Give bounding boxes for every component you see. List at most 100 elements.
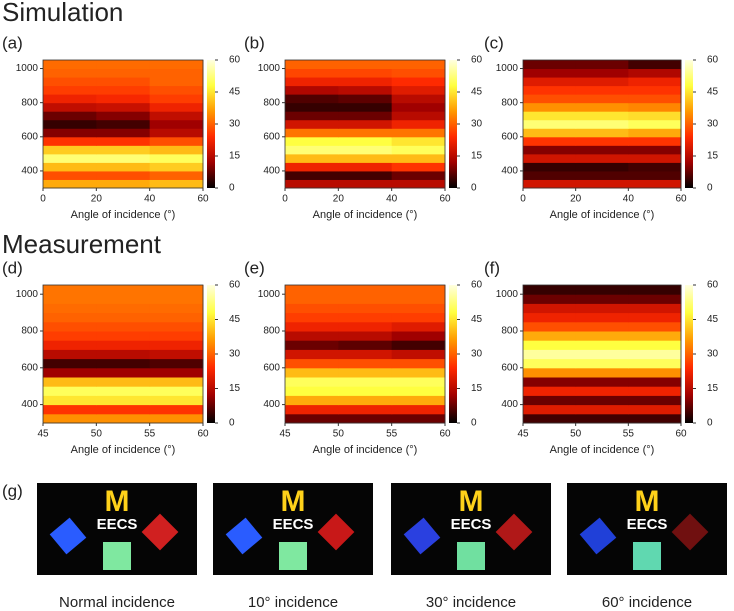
- colorbar-tick-label: 15: [471, 383, 483, 394]
- heatmap-cell: [96, 68, 151, 78]
- x-tick-label: 20: [570, 194, 582, 205]
- heatmap-cell: [285, 321, 339, 332]
- heatmap-cell: [149, 413, 204, 424]
- heatmap-cell: [285, 404, 339, 415]
- heatmap-cell: [149, 358, 204, 369]
- heatmap-cell: [43, 349, 97, 360]
- heatmap-cell: [575, 395, 629, 406]
- heatmap-cell: [285, 128, 339, 138]
- heatmap-cell: [285, 153, 339, 163]
- heatmap-cell: [96, 285, 151, 295]
- y-tick-label: 600: [501, 362, 518, 373]
- heatmap-cell: [285, 358, 339, 369]
- heatmap-cell: [96, 413, 151, 424]
- heatmap-cell: [523, 128, 577, 138]
- heatmap-cell: [523, 395, 577, 406]
- heatmap-cell: [628, 119, 682, 129]
- heatmap-cell: [96, 377, 151, 387]
- heatmap-cell: [338, 331, 393, 341]
- heatmap-cell: [338, 340, 393, 350]
- heatmap-cell: [391, 119, 446, 129]
- colorbar-tick-label: 0: [471, 183, 477, 194]
- heatmap-cell: [575, 312, 629, 323]
- heatmap-cell: [628, 340, 682, 350]
- heatmap-cell: [285, 386, 339, 396]
- heatmap-cell: [96, 60, 151, 70]
- heatmap-cell: [523, 68, 577, 78]
- x-tick-label: 45: [37, 429, 49, 440]
- heatmap-cell: [391, 312, 446, 323]
- heatmap-cell: [96, 358, 151, 369]
- heatmap-cell: [285, 367, 339, 378]
- panel-label: (b): [244, 33, 265, 52]
- heatmap-cell: [575, 358, 629, 369]
- heatmap-cell: [523, 349, 577, 360]
- heatmap-cell: [149, 68, 204, 78]
- heatmap-cell: [149, 367, 204, 378]
- heatmap-cell: [338, 294, 393, 304]
- heatmap-cell: [338, 128, 393, 138]
- panel-label: (a): [2, 33, 23, 52]
- red-sample: [495, 513, 533, 551]
- colorbar-tick-label: 60: [471, 55, 483, 66]
- y-tick-label: 400: [501, 166, 518, 177]
- heatmap-cell: [149, 340, 204, 350]
- heatmap-cell: [96, 145, 151, 155]
- heatmap-cell: [43, 153, 97, 163]
- heatmap-cell: [96, 312, 151, 323]
- logo-m: M: [459, 485, 484, 518]
- heatmap-cell: [285, 111, 339, 121]
- heatmap-cell: [149, 395, 204, 406]
- heatmap-cell: [338, 367, 393, 378]
- y-tick-label: 400: [21, 399, 38, 410]
- heatmap-cell: [523, 85, 577, 95]
- heatmap-cell: [391, 303, 446, 314]
- logo-text: EECS: [451, 516, 492, 533]
- colorbar-tick-label: 0: [229, 418, 235, 429]
- heatmap-cell: [96, 170, 151, 180]
- heatmap-cell: [523, 94, 577, 104]
- heatmap-cell: [391, 377, 446, 387]
- heatmap-cell: [285, 136, 339, 146]
- plot-frame: [284, 59, 446, 189]
- heatmap-cell: [338, 136, 393, 146]
- heatmap-cell: [628, 128, 682, 138]
- heatmap-cell: [149, 404, 204, 415]
- x-tick-label: 20: [91, 194, 103, 205]
- heatmap-cell: [523, 170, 577, 180]
- heatmap-cell: [43, 179, 97, 189]
- y-tick-label: 800: [263, 97, 280, 108]
- colorbar-tick-label: 45: [707, 314, 719, 325]
- heatmap-cell: [628, 60, 682, 70]
- heatmap-cell: [338, 68, 393, 78]
- heatmap-cell: [523, 386, 577, 396]
- colorbar-tick-label: 45: [229, 314, 241, 325]
- heatmap-cell: [523, 321, 577, 332]
- heatmap-cell: [391, 179, 446, 189]
- heatmap-cell: [391, 102, 446, 112]
- heatmap-cell: [43, 285, 97, 295]
- heatmap-cell: [523, 367, 577, 378]
- heatmap-cell: [575, 321, 629, 332]
- heatmap-cell: [43, 111, 97, 121]
- heatmap-cell: [149, 331, 204, 341]
- heatmap-cell: [96, 179, 151, 189]
- heatmap-cell: [43, 377, 97, 387]
- heatmap-cell: [391, 111, 446, 121]
- heatmap-cell: [43, 136, 97, 146]
- heatmap-cell: [149, 77, 204, 87]
- heatmap-cell: [96, 386, 151, 396]
- colorbar-tick-label: 15: [471, 151, 483, 162]
- photo-caption: 10° incidence: [248, 594, 338, 611]
- y-tick-label: 400: [263, 166, 280, 177]
- heatmap-cell: [285, 119, 339, 129]
- heatmap-cell: [149, 153, 204, 163]
- heatmap-cell: [285, 331, 339, 341]
- heatmap-cell: [391, 85, 446, 95]
- x-tick-label: 60: [197, 429, 209, 440]
- heatmap-cell: [96, 349, 151, 360]
- heatmap-cell: [628, 358, 682, 369]
- heatmap-cell: [628, 285, 682, 295]
- heatmap-cell: [628, 179, 682, 189]
- section-title: Simulation: [2, 0, 123, 27]
